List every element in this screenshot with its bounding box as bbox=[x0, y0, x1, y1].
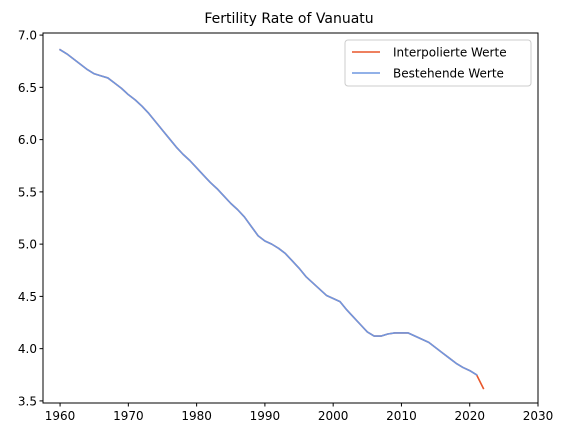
x-tick-label: 2030 bbox=[523, 409, 554, 423]
legend: Interpolierte Werte Bestehende Werte bbox=[344, 39, 532, 87]
y-tick-label: 5.5 bbox=[18, 185, 37, 199]
y-tick-label: 4.5 bbox=[18, 290, 37, 304]
y-tick-label: 4.0 bbox=[18, 342, 37, 356]
x-tick-label: 1980 bbox=[181, 409, 212, 423]
chart-title: Fertility Rate of Vanuatu bbox=[204, 11, 373, 27]
series-line-2 bbox=[58, 48, 478, 376]
x-tick-label: 1990 bbox=[250, 409, 281, 423]
y-tick-label: 7.0 bbox=[18, 29, 37, 43]
legend-label: Interpolierte Werte bbox=[393, 46, 507, 60]
y-tick-label: 6.5 bbox=[18, 81, 37, 95]
x-tick-label: 2000 bbox=[318, 409, 349, 423]
x-tick-label: 2020 bbox=[454, 409, 485, 423]
legend-label: Bestehende Werte bbox=[393, 67, 504, 81]
x-tick-label: 1960 bbox=[45, 409, 76, 423]
y-tick-label: 5.0 bbox=[18, 238, 37, 252]
y-tick-label: 3.5 bbox=[18, 394, 37, 408]
axis-ticks: 1960 1970 1980 1990 2000 2010 2020 2030 3.5 4.0 4.… bbox=[18, 29, 553, 423]
x-tick-label: 1970 bbox=[113, 409, 144, 423]
y-tick-label: 6.0 bbox=[18, 133, 37, 147]
series-lines bbox=[58, 48, 485, 390]
plot-frame bbox=[42, 32, 539, 404]
x-tick-label: 2010 bbox=[386, 409, 417, 423]
legend-box bbox=[344, 39, 532, 87]
